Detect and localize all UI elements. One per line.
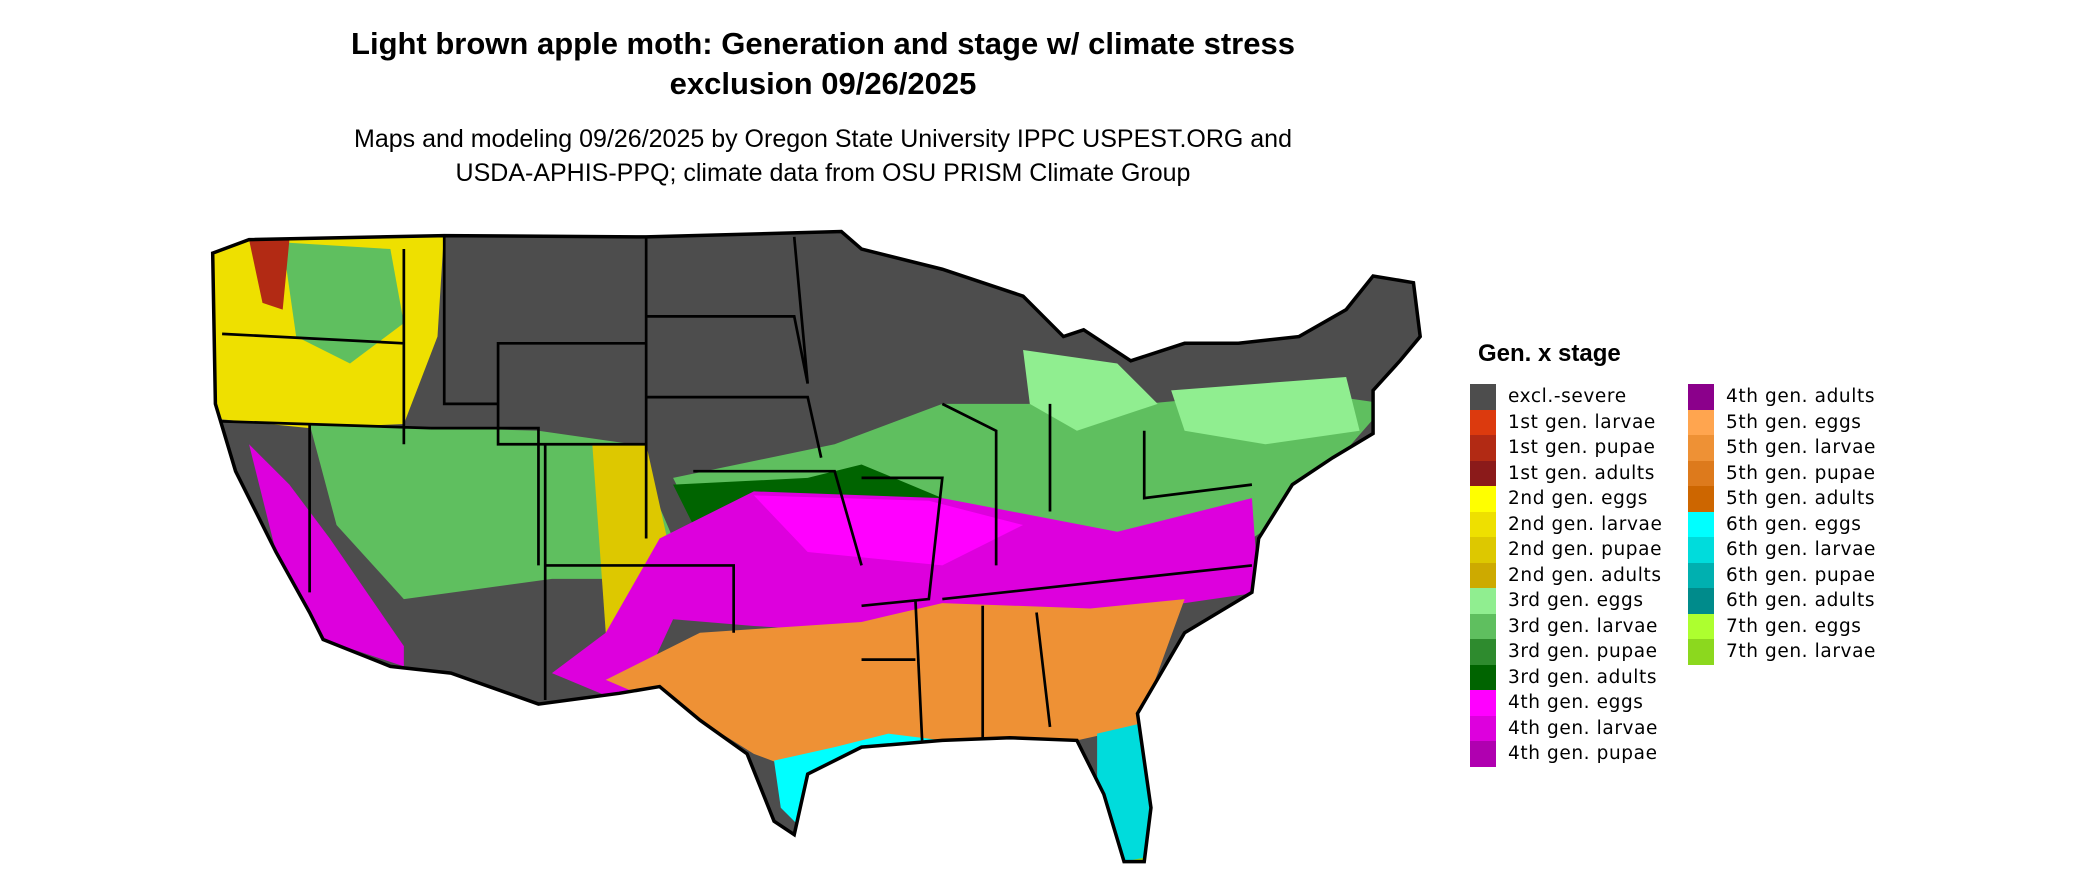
- legend-swatch: [1470, 664, 1496, 690]
- legend-label: 3rd gen. pupae: [1508, 641, 1658, 663]
- legend-label: 6th gen. eggs: [1726, 513, 1862, 535]
- legend-swatch: [1470, 588, 1496, 614]
- legend-label: 5th gen. eggs: [1726, 411, 1862, 433]
- legend-label: excl.-severe: [1508, 386, 1627, 408]
- legend: Gen. x stage excl.-severe 1st gen. larvae…: [1470, 340, 1906, 767]
- legend-swatch: [1470, 384, 1496, 410]
- legend-label: 3rd gen. eggs: [1508, 590, 1644, 612]
- legend-item: 7th gen. eggs: [1688, 613, 1906, 639]
- legend-item: 1st gen. larvae: [1470, 409, 1688, 435]
- legend-item: 3rd gen. eggs: [1470, 588, 1688, 614]
- legend-swatch: [1470, 537, 1496, 563]
- legend-swatch: [1470, 715, 1496, 741]
- legend-swatch: [1470, 562, 1496, 588]
- legend-item: 2nd gen. larvae: [1470, 511, 1688, 537]
- legend-swatch: [1470, 639, 1496, 665]
- legend-label: 7th gen. larvae: [1726, 641, 1876, 663]
- region-1st-gen-cascades: [249, 239, 290, 310]
- legend-item: 6th gen. adults: [1688, 588, 1906, 614]
- legend-swatch: [1470, 511, 1496, 537]
- legend-item: 3rd gen. larvae: [1470, 613, 1688, 639]
- legend-label: 1st gen. larvae: [1508, 411, 1656, 433]
- legend-swatch: [1470, 486, 1496, 512]
- legend-item: 2nd gen. eggs: [1470, 486, 1688, 512]
- legend-swatch: [1688, 588, 1714, 614]
- legend-swatch: [1470, 613, 1496, 639]
- legend-item: 2nd gen. adults: [1470, 562, 1688, 588]
- legend-item: 5th gen. larvae: [1688, 435, 1906, 461]
- legend-swatch: [1688, 409, 1714, 435]
- legend-swatch: [1470, 690, 1496, 716]
- legend-column: excl.-severe 1st gen. larvae 1st gen. pupa…: [1470, 384, 1688, 767]
- legend-label: 2nd gen. adults: [1508, 564, 1662, 586]
- subtitle-line-1: Maps and modeling 09/26/2025 by Oregon S…: [354, 125, 1292, 153]
- legend-label: 6th gen. larvae: [1726, 539, 1876, 561]
- legend-label: 5th gen. pupae: [1726, 462, 1876, 484]
- legend-label: 4th gen. adults: [1726, 386, 1876, 408]
- legend-item: 6th gen. larvae: [1688, 537, 1906, 563]
- region-6th-gen-florida: [1097, 724, 1155, 862]
- region-4th-gen-california: [249, 444, 404, 667]
- legend-label: 4th gen. pupae: [1508, 743, 1658, 765]
- legend-label: 4th gen. larvae: [1508, 717, 1658, 739]
- legend-label: 1st gen. adults: [1508, 462, 1655, 484]
- legend-swatch: [1688, 639, 1714, 665]
- region-3rd-gen-basin: [309, 424, 674, 600]
- legend-swatch: [1688, 384, 1714, 410]
- legend-label: 3rd gen. larvae: [1508, 615, 1659, 637]
- legend-item: 3rd gen. pupae: [1470, 639, 1688, 665]
- legend-item: 4th gen. eggs: [1470, 690, 1688, 716]
- legend-item: 5th gen. eggs: [1688, 409, 1906, 435]
- legend-label: 2nd gen. pupae: [1508, 539, 1663, 561]
- legend-label: 3rd gen. adults: [1508, 666, 1658, 688]
- legend-label: 7th gen. eggs: [1726, 615, 1862, 637]
- legend-item: 3rd gen. adults: [1470, 664, 1688, 690]
- legend-swatch: [1470, 409, 1496, 435]
- region-4th-gen-eggs: [753, 495, 1024, 566]
- legend-swatch: [1470, 460, 1496, 486]
- legend-label: 5th gen. larvae: [1726, 437, 1876, 459]
- legend-label: 6th gen. adults: [1726, 590, 1876, 612]
- region-6th-gen-gulf-coast: [774, 733, 943, 828]
- title-line-2: exclusion 09/26/2025: [669, 66, 977, 101]
- legend-swatch: [1688, 511, 1714, 537]
- title-line-1: Light brown apple moth: Generation and s…: [351, 26, 1295, 61]
- legend-swatch: [1688, 537, 1714, 563]
- legend-item: 4th gen. larvae: [1470, 715, 1688, 741]
- legend-item: 2nd gen. pupae: [1470, 537, 1688, 563]
- map-subtitle: Maps and modeling 09/26/2025 by Oregon S…: [223, 122, 1423, 190]
- legend-swatch: [1688, 562, 1714, 588]
- legend-label: 2nd gen. larvae: [1508, 513, 1663, 535]
- region-3rd-gen-eggs-north: [1023, 350, 1360, 445]
- legend-swatch: [1470, 435, 1496, 461]
- subtitle-line-2: USDA-APHIS-PPQ; climate data from OSU PR…: [455, 159, 1191, 187]
- legend-swatch: [1688, 460, 1714, 486]
- legend-item: 1st gen. adults: [1470, 460, 1688, 486]
- state-boundaries: [210, 229, 1422, 864]
- legend-label: 5th gen. adults: [1726, 488, 1876, 510]
- region-3rd-gen-northwest: [282, 242, 404, 364]
- legend-item: excl.-severe: [1470, 384, 1688, 410]
- legend-label: 2nd gen. eggs: [1508, 488, 1649, 510]
- legend-item: 4th gen. adults: [1688, 384, 1906, 410]
- legend-swatch: [1470, 741, 1496, 767]
- legend-item: 7th gen. larvae: [1688, 639, 1906, 665]
- legend-item: 4th gen. pupae: [1470, 741, 1688, 767]
- legend-swatch: [1688, 613, 1714, 639]
- legend-swatch: [1688, 486, 1714, 512]
- legend-item: 1st gen. pupae: [1470, 435, 1688, 461]
- legend-item: 5th gen. pupae: [1688, 460, 1906, 486]
- legend-label: 4th gen. eggs: [1508, 692, 1644, 714]
- legend-label: 6th gen. pupae: [1726, 564, 1876, 586]
- legend-item: 6th gen. eggs: [1688, 511, 1906, 537]
- legend-item: 6th gen. pupae: [1688, 562, 1906, 588]
- legend-item: 5th gen. adults: [1688, 486, 1906, 512]
- legend-column: 4th gen. adults 5th gen. eggs 5th gen. lar…: [1688, 384, 1906, 767]
- legend-label: 1st gen. pupae: [1508, 437, 1656, 459]
- map-title: Light brown apple moth: Generation and s…: [223, 24, 1423, 104]
- region-4th-gen-south: [551, 491, 1259, 707]
- legend-swatch: [1688, 435, 1714, 461]
- legend-title: Gen. x stage: [1478, 340, 1621, 367]
